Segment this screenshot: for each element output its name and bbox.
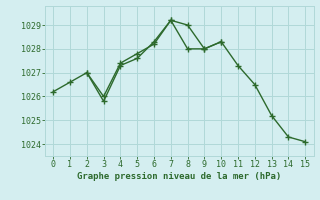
X-axis label: Graphe pression niveau de la mer (hPa): Graphe pression niveau de la mer (hPa): [77, 172, 281, 181]
